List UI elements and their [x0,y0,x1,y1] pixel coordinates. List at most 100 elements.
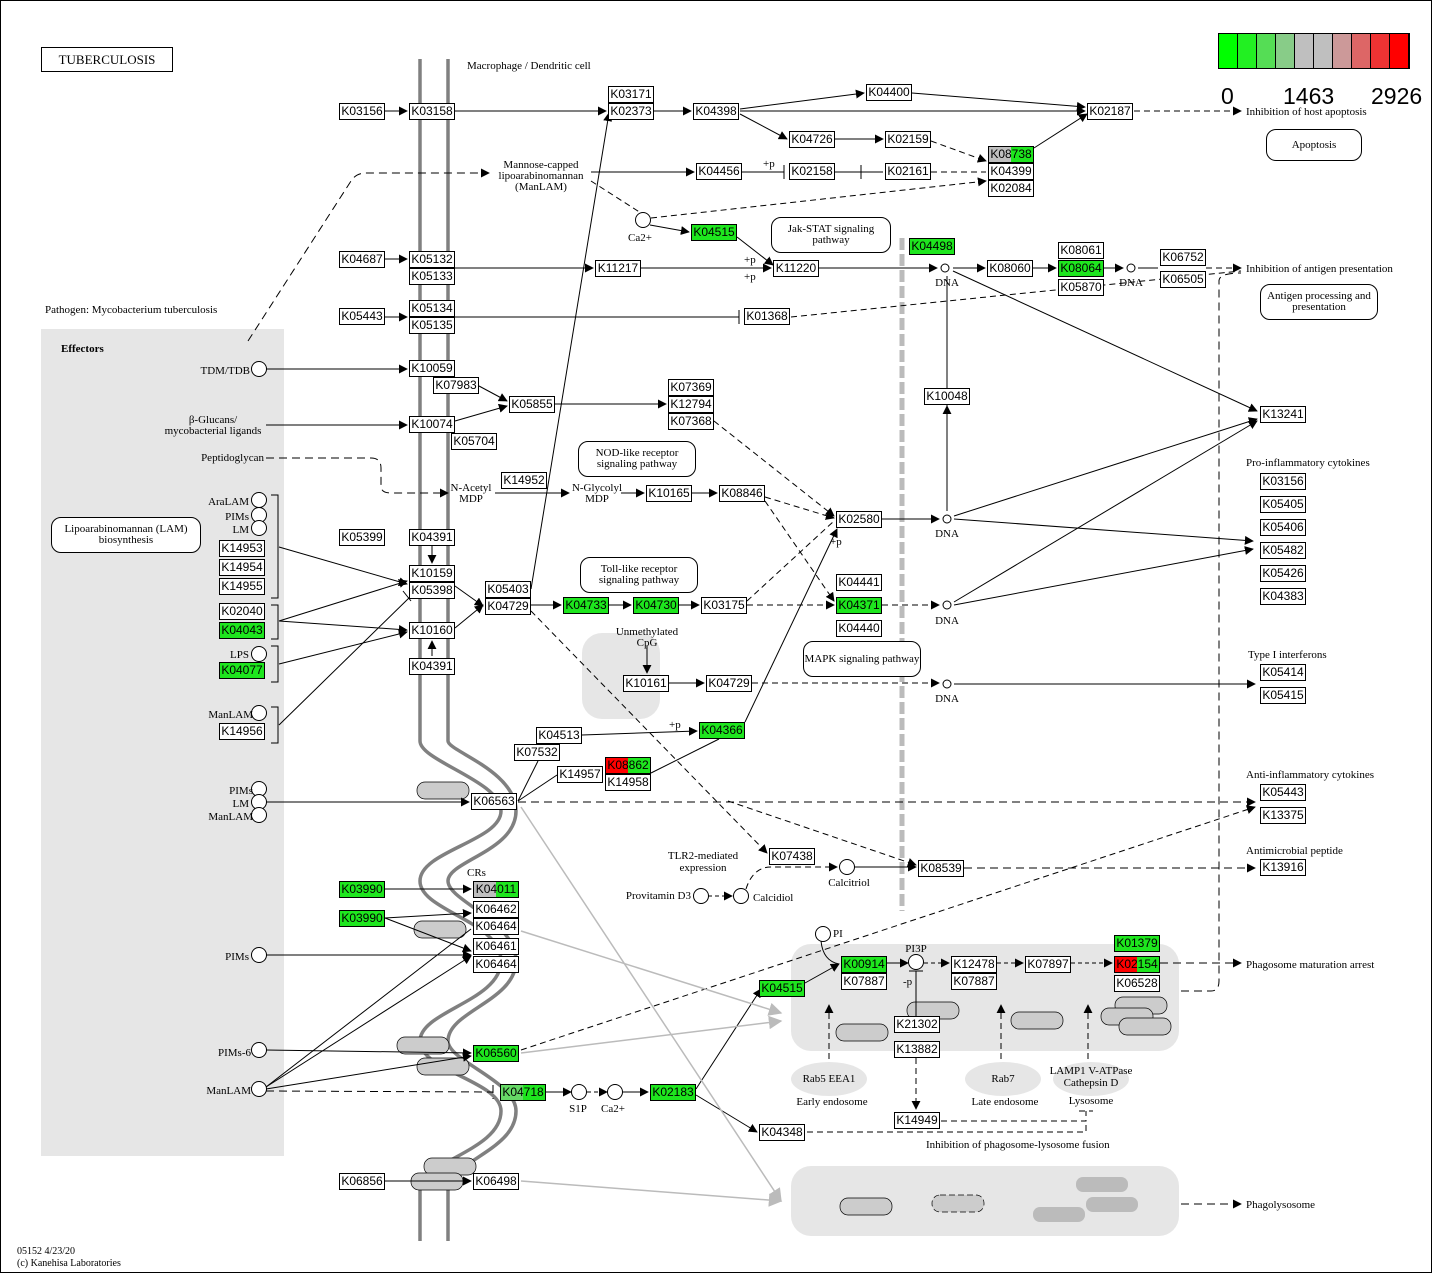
gene-box-k07369[interactable]: K07369 [668,379,714,396]
gene-box-k06498[interactable]: K06498 [473,1173,519,1190]
gene-box-k06505[interactable]: K06505 [1160,271,1206,288]
gene-box-k13375[interactable]: K13375 [1260,807,1306,824]
gene-box-k04391[interactable]: K04391 [409,658,455,675]
gene-box-k10161[interactable]: K10161 [623,675,669,692]
gene-box-k04077[interactable]: K04077 [219,662,265,679]
compound-node[interactable] [251,520,267,536]
compound-node[interactable] [1126,263,1136,273]
gene-box-k04515[interactable]: K04515 [691,224,737,241]
gene-box-k05134[interactable]: K05134 [409,300,455,317]
gene-box-k14956[interactable]: K14956 [219,723,265,740]
gene-box-k04043[interactable]: K04043 [219,622,265,639]
pathway-link-apoptosis[interactable]: Apoptosis [1266,129,1362,161]
compound-node[interactable] [251,947,267,963]
gene-box-k10160[interactable]: K10160 [409,622,455,639]
gene-box-k05135[interactable]: K05135 [409,317,455,334]
gene-box-k08539[interactable]: K08539 [918,860,964,877]
gene-box-k04733[interactable]: K04733 [563,597,609,614]
gene-box-k04398[interactable]: K04398 [693,103,739,120]
gene-box-k06461[interactable]: K06461 [473,938,519,955]
gene-box-k05399[interactable]: K05399 [339,529,385,546]
gene-box-k07897[interactable]: K07897 [1025,956,1071,973]
gene-box-k01368[interactable]: K01368 [744,308,790,325]
gene-box-k05443[interactable]: K05443 [339,308,385,325]
compound-node[interactable] [251,492,267,508]
gene-box-k10165[interactable]: K10165 [646,485,692,502]
compound-node[interactable] [733,888,749,904]
gene-box-k07983[interactable]: K07983 [433,377,479,394]
compound-node[interactable] [942,514,952,524]
compound-node[interactable] [815,926,831,942]
gene-box-k14958[interactable]: K14958 [605,774,651,791]
compound-node[interactable] [251,361,267,377]
gene-box-k05704[interactable]: K05704 [451,433,497,450]
gene-box-k05870[interactable]: K05870 [1058,279,1104,296]
gene-box-k13916[interactable]: K13916 [1260,859,1306,876]
gene-box-k02161[interactable]: K02161 [885,163,931,180]
gene-box-k07887[interactable]: K07887 [841,973,887,990]
gene-box-k04513[interactable]: K04513 [536,727,582,744]
gene-box-k14954[interactable]: K14954 [219,559,265,576]
gene-box-k11220[interactable]: K11220 [773,260,819,277]
gene-box-k10059[interactable]: K10059 [409,360,455,377]
gene-box-k04383[interactable]: K04383 [1260,588,1306,605]
compound-node[interactable] [251,1042,267,1058]
gene-box-k06856[interactable]: K06856 [339,1173,385,1190]
compound-node[interactable] [635,212,651,228]
gene-box-k06528[interactable]: K06528 [1114,975,1160,992]
gene-box-k03990[interactable]: K03990 [339,910,385,927]
gene-box-k04687[interactable]: K04687 [339,251,385,268]
gene-box-k02040[interactable]: K02040 [219,603,265,620]
gene-box-k04440[interactable]: K04440 [836,620,882,637]
gene-box-k08862[interactable]: K08862 [605,757,651,774]
gene-box-k05132[interactable]: K05132 [409,251,455,268]
gene-box-k06752[interactable]: K06752 [1160,249,1206,266]
gene-box-k05398[interactable]: K05398 [409,582,455,599]
compound-node[interactable] [940,263,950,273]
compound-node[interactable] [607,1084,623,1100]
gene-box-k10159[interactable]: K10159 [409,565,455,582]
pathway-link-jak-stat-signaling-pathway[interactable]: Jak-STAT signaling pathway [771,217,891,253]
gene-box-k02373[interactable]: K02373 [608,103,654,120]
gene-box-k04366[interactable]: K04366 [699,722,745,739]
compound-node[interactable] [251,705,267,721]
gene-box-k07887[interactable]: K07887 [951,973,997,990]
compound-node[interactable] [942,600,952,610]
gene-box-k08064[interactable]: K08064 [1058,260,1104,277]
gene-box-k03158[interactable]: K03158 [409,103,455,120]
gene-box-k03156[interactable]: K03156 [339,103,385,120]
gene-box-k14952[interactable]: K14952 [501,472,547,489]
pathway-link-nod-like-receptor-signaling-pathway[interactable]: NOD-like receptor signaling pathway [578,441,696,477]
gene-box-k13882[interactable]: K13882 [894,1041,940,1058]
gene-box-k04515[interactable]: K04515 [759,980,805,997]
pathway-link-toll-like-receptor-signaling-pathway[interactable]: Toll-like receptor signaling pathway [580,557,698,593]
gene-box-k11217[interactable]: K11217 [595,260,641,277]
gene-box-k05133[interactable]: K05133 [409,268,455,285]
gene-box-k08061[interactable]: K08061 [1058,242,1104,259]
gene-box-k04399[interactable]: K04399 [988,163,1034,180]
gene-box-k03990[interactable]: K03990 [339,881,385,898]
gene-box-k05406[interactable]: K05406 [1260,519,1306,536]
compound-node[interactable] [839,859,855,875]
gene-box-k05415[interactable]: K05415 [1260,687,1306,704]
gene-box-k07532[interactable]: K07532 [514,744,560,761]
gene-box-k02183[interactable]: K02183 [650,1084,696,1101]
gene-box-k03156[interactable]: K03156 [1260,473,1306,490]
gene-box-k02159[interactable]: K02159 [885,131,931,148]
gene-box-k04441[interactable]: K04441 [836,574,882,591]
gene-box-k06464[interactable]: K06464 [473,956,519,973]
gene-box-k05403[interactable]: K05403 [485,581,531,598]
gene-box-k05482[interactable]: K05482 [1260,542,1306,559]
gene-box-k02580[interactable]: K02580 [836,511,882,528]
gene-box-k14953[interactable]: K14953 [219,540,265,557]
compound-node[interactable] [251,1081,267,1097]
gene-box-k14955[interactable]: K14955 [219,578,265,595]
gene-box-k04011[interactable]: K04011 [473,881,519,898]
gene-box-k04400[interactable]: K04400 [866,84,912,101]
gene-box-k02154[interactable]: K02154 [1114,956,1160,973]
gene-box-k21302[interactable]: K21302 [894,1016,940,1033]
compound-node[interactable] [571,1084,587,1100]
gene-box-k04718[interactable]: K04718 [500,1084,546,1101]
gene-box-k04726[interactable]: K04726 [789,131,835,148]
gene-box-k12478[interactable]: K12478 [951,956,997,973]
